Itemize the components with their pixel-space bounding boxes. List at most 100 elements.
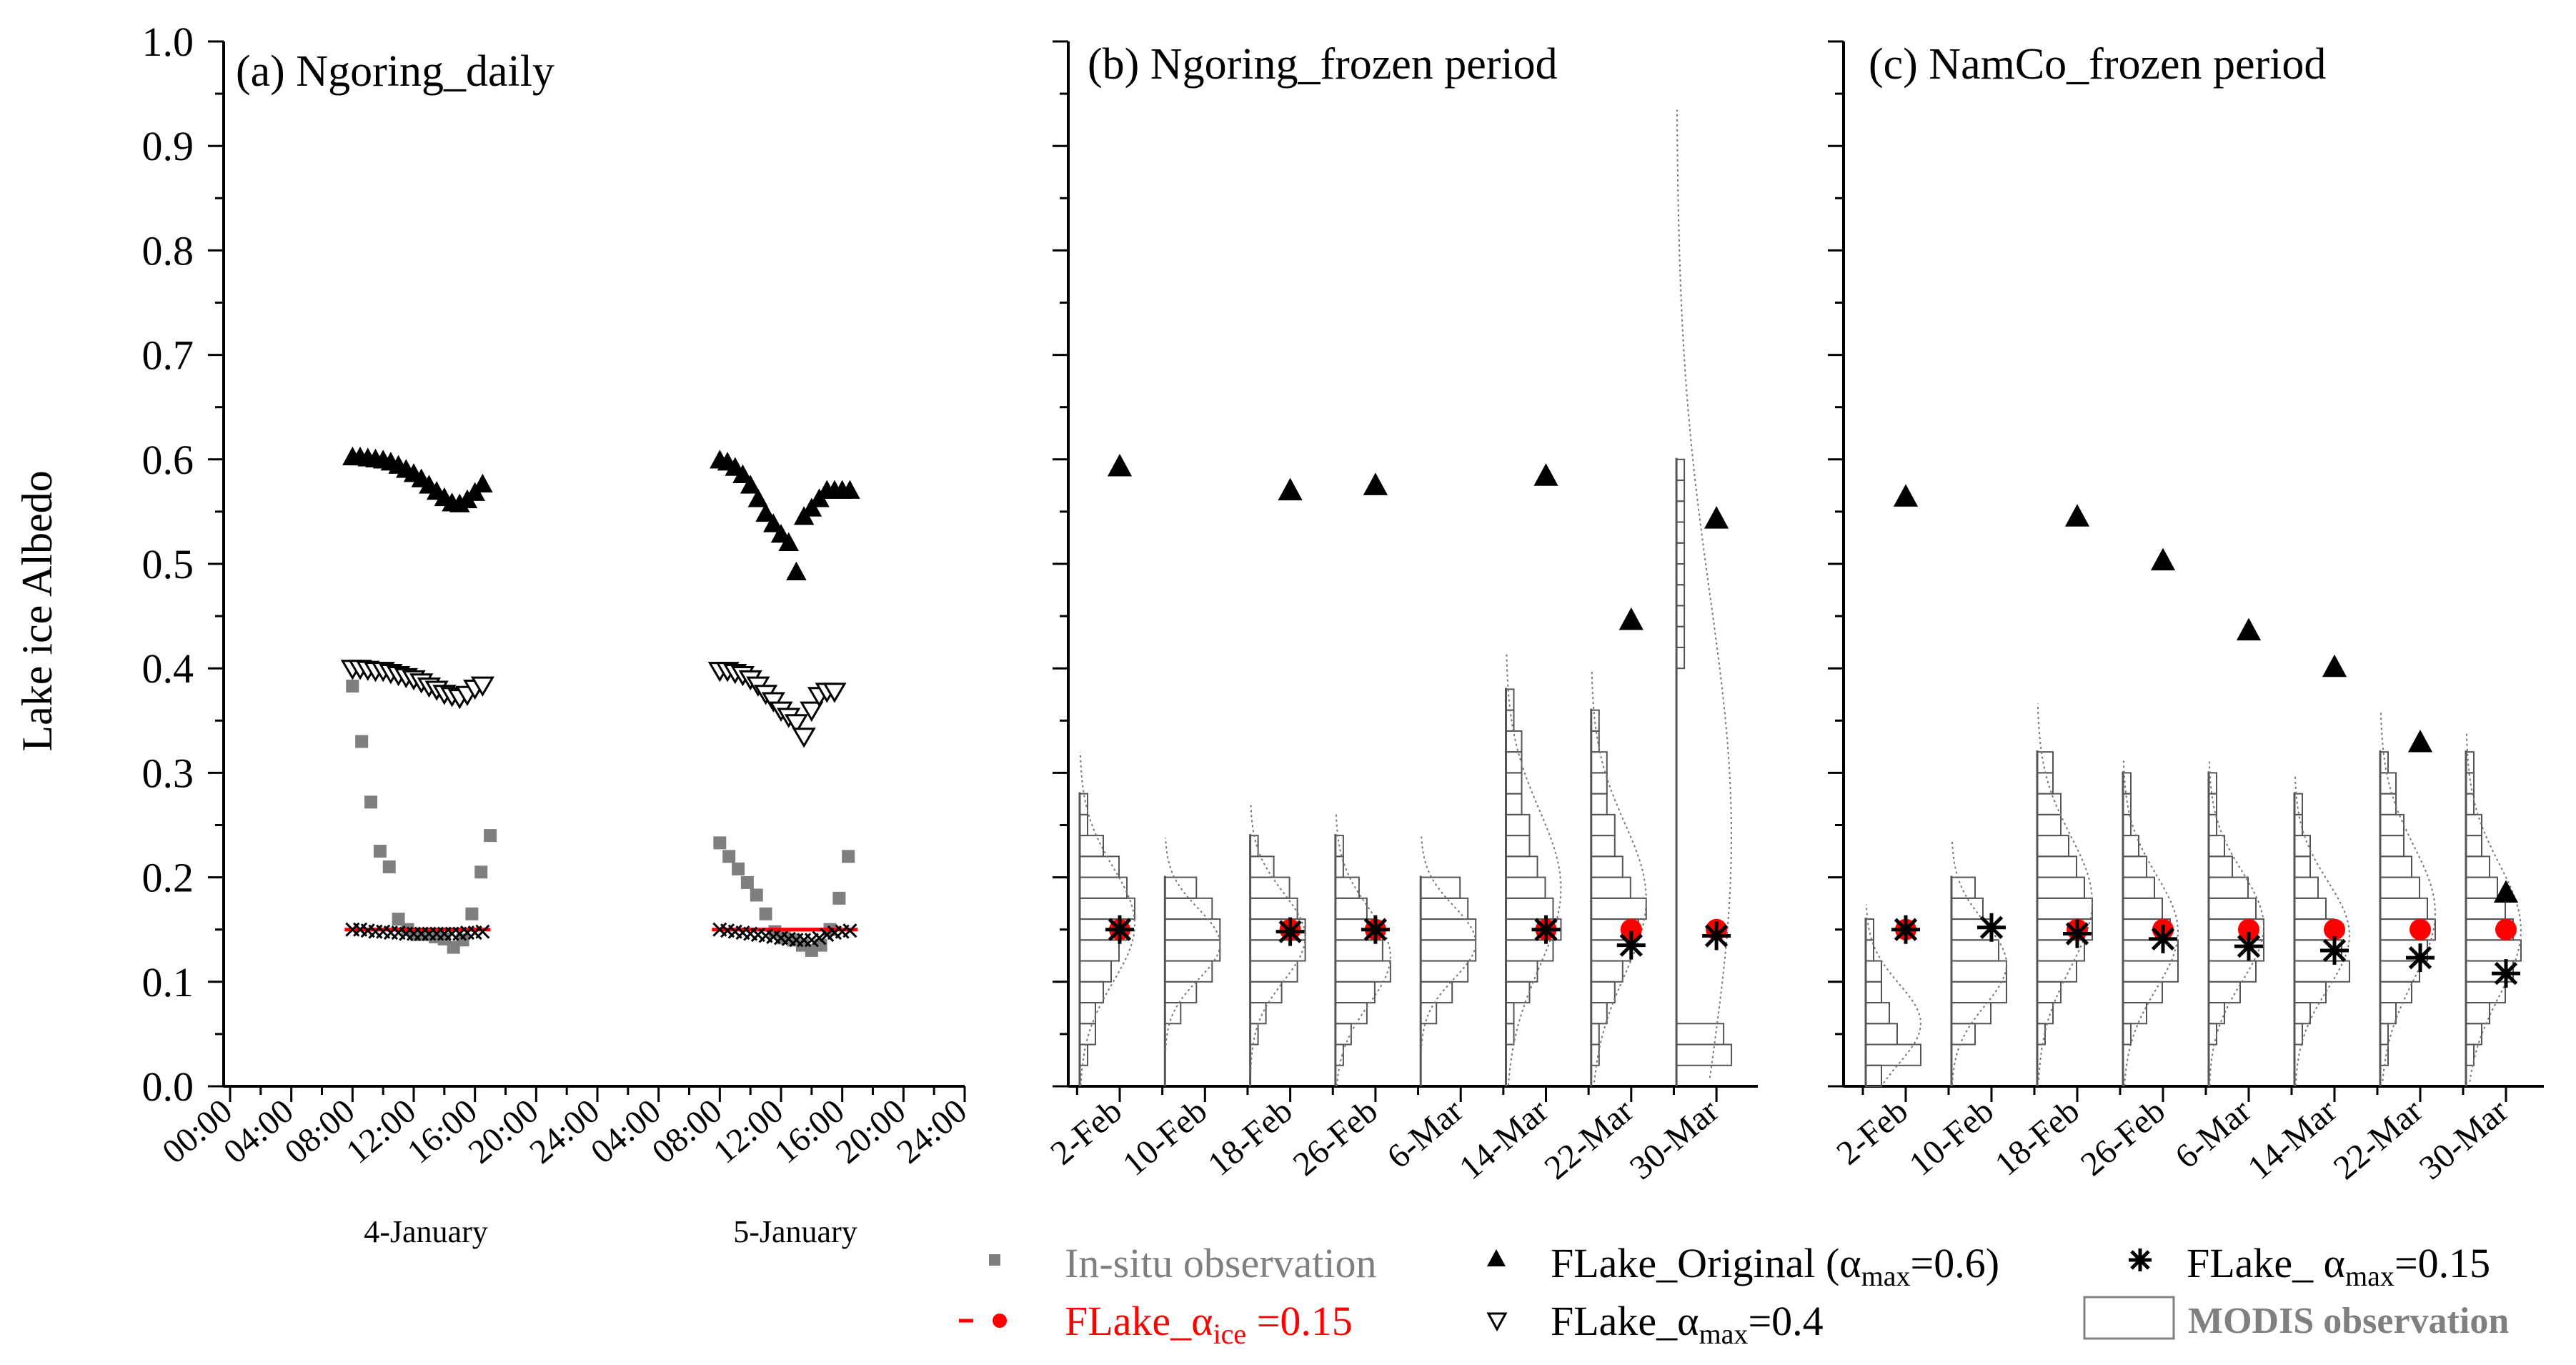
histogram-bin xyxy=(1505,876,1546,899)
panel-b-title: (b) Ngoring_frozen period xyxy=(1088,40,1558,89)
histogram-bin xyxy=(1590,772,1608,795)
original-point xyxy=(2064,504,2090,527)
legend-amax04-label: FLake_αmax=0.4 xyxy=(1551,1298,1824,1350)
y-tick-label: 0.6 xyxy=(142,437,194,483)
flake-ice-point xyxy=(2324,918,2345,940)
histogram-fit-curve xyxy=(2122,760,2179,1086)
insitu-point xyxy=(740,875,754,889)
histogram-bin xyxy=(2379,981,2412,1004)
histogram-bin xyxy=(2379,793,2397,815)
original-point xyxy=(2407,730,2433,753)
x-tick-label: 16:00 xyxy=(767,1092,852,1171)
histogram-bin xyxy=(1249,960,1298,983)
histogram-bin xyxy=(1590,730,1600,753)
y-tick-label: 0.5 xyxy=(142,541,194,587)
legend-amax04-sub: max xyxy=(1699,1318,1749,1350)
legend-amax015-post: =0.15 xyxy=(2395,1240,2490,1286)
histogram-bin xyxy=(2379,855,2412,878)
insitu-point xyxy=(474,865,488,879)
original-point xyxy=(1618,607,1643,630)
histogram-bin xyxy=(1590,1023,1600,1046)
x-tick-label: 20:00 xyxy=(829,1092,913,1171)
original-point xyxy=(801,497,822,517)
x-tick-label: 2-Feb xyxy=(1829,1092,1915,1173)
histogram-fit-curve xyxy=(1865,904,1922,1084)
amax015-point xyxy=(842,923,857,938)
histogram-bin xyxy=(2122,1023,2132,1046)
original-point xyxy=(472,473,493,493)
x-tick-label: 04:00 xyxy=(584,1092,668,1171)
amax015-point xyxy=(812,930,827,945)
histogram-bin xyxy=(2208,835,2225,858)
histogram-bin xyxy=(1951,960,2007,983)
histogram-bin xyxy=(1590,876,1631,899)
x-tick-label: 30-Mar xyxy=(1623,1092,1726,1187)
histogram-bin xyxy=(1590,709,1600,732)
histogram-bin xyxy=(1676,646,1686,670)
flake-ice-point xyxy=(1620,918,1642,940)
legend-flake-ice-post: =0.15 xyxy=(1246,1298,1353,1344)
histogram-bin xyxy=(2037,876,2085,899)
amax015-point xyxy=(2234,932,2263,961)
histogram-fit-curve xyxy=(1591,670,1647,1083)
histogram-bin xyxy=(1590,855,1623,878)
histogram-bin xyxy=(1249,855,1275,878)
histogram-bin xyxy=(1079,793,1088,815)
histogram-bin xyxy=(1676,480,1686,502)
original-point xyxy=(2493,880,2519,903)
legend: In-situ observation FLake_αice =0.15 FLa… xyxy=(959,1240,2509,1350)
histogram-fit-curve xyxy=(2379,710,2437,1081)
insitu-point xyxy=(355,735,369,748)
legend-flake-ice-marker xyxy=(993,1314,1007,1328)
histogram-bin xyxy=(2208,939,2264,962)
histogram-bin xyxy=(1951,939,1999,962)
amax015-point xyxy=(1702,921,1731,950)
y-tick-label: 0.4 xyxy=(142,645,194,692)
histogram-bin xyxy=(2208,876,2249,899)
histogram-bin xyxy=(2294,855,2311,878)
y-tick-label: 0.7 xyxy=(142,332,194,379)
histogram-fit-curve xyxy=(1165,838,1221,1051)
x-tick-label: 10-Feb xyxy=(1902,1092,2001,1183)
amax04-point xyxy=(822,682,847,703)
legend-amax04-post: =0.4 xyxy=(1748,1298,1823,1344)
histogram-bin xyxy=(1505,772,1523,795)
histogram-bin xyxy=(2037,751,2054,774)
histogram-bin xyxy=(2465,855,2490,878)
original-point xyxy=(840,480,860,499)
histogram-bin xyxy=(1079,835,1104,858)
histogram-bin xyxy=(2122,813,2132,837)
histogram-bin xyxy=(1590,981,1616,1004)
legend-original-marker xyxy=(1487,1249,1506,1266)
legend-flake-ice-pre: FLake_α xyxy=(1065,1298,1213,1344)
histogram-2-Feb xyxy=(1864,904,1922,1088)
histogram-bin xyxy=(2379,751,2389,774)
histogram-6-Mar xyxy=(1419,834,1477,1086)
histogram-bin xyxy=(1505,835,1531,858)
histogram-bin xyxy=(1590,793,1608,815)
histogram-bin xyxy=(2208,960,2257,983)
original-point xyxy=(2236,617,2262,641)
histogram-bin xyxy=(1590,897,1647,920)
legend-amax015-label: FLake_ αmax=0.15 xyxy=(2187,1240,2490,1292)
histogram-bin xyxy=(1164,918,1221,941)
histogram-fit-curve xyxy=(1421,834,1477,1051)
histogram-bin xyxy=(1951,1002,1991,1025)
histogram-bin xyxy=(1505,1002,1515,1025)
x-tick-label: 10-Feb xyxy=(1115,1092,1214,1183)
insitu-point xyxy=(732,862,745,875)
y-tick-label: 0.9 xyxy=(142,123,194,169)
histogram-bin xyxy=(1676,605,1686,627)
histogram-bin xyxy=(2208,813,2217,837)
histogram-bin xyxy=(2294,1002,2311,1025)
histogram-30-Mar xyxy=(1675,109,1733,1086)
original-point xyxy=(2322,654,2347,677)
amax015-point xyxy=(2320,935,2349,965)
original-point xyxy=(1363,472,1388,495)
histogram-18-Feb xyxy=(2036,703,2094,1086)
legend-amax015-marker xyxy=(2129,1249,2152,1271)
amax015-point xyxy=(1616,930,1646,960)
histogram-bin xyxy=(1164,981,1198,1004)
x-tick-label: 16:00 xyxy=(400,1092,484,1171)
histogram-bin xyxy=(1164,1002,1182,1025)
